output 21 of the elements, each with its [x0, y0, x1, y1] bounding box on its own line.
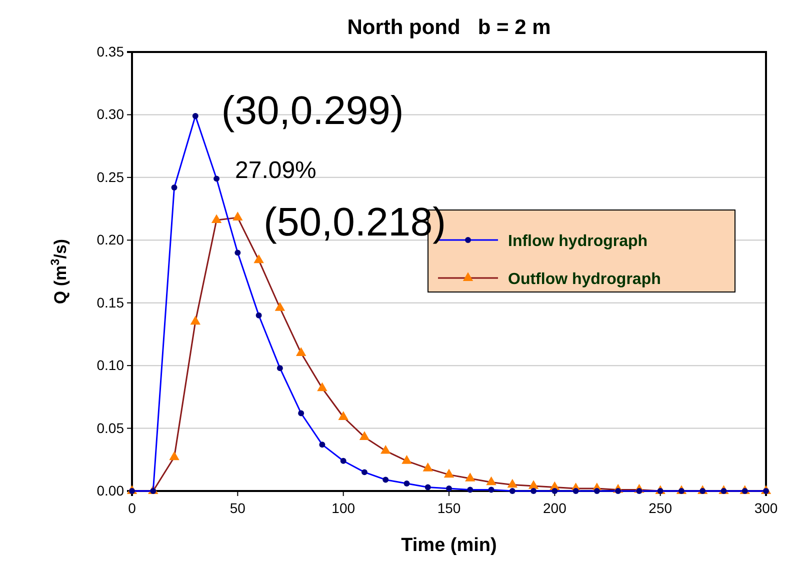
chart-title: North pond b = 2 m [347, 16, 551, 39]
y-tick-label: 0.20 [96, 232, 124, 248]
annotation: 27.09% [235, 157, 316, 184]
y-tick-label: 0.05 [96, 420, 124, 436]
annotation: (30,0.299) [221, 88, 404, 133]
y-tick-label: 0.15 [96, 294, 124, 310]
x-axis-title: Time (min) [401, 535, 497, 556]
x-tick-label: 50 [230, 500, 246, 516]
x-tick-label: 300 [754, 500, 778, 516]
y-tick-label: 0.30 [96, 106, 124, 122]
legend-label: Outflow hydrograph [508, 271, 661, 288]
x-tick-label: 150 [437, 500, 461, 516]
y-tick-label: 0.10 [96, 357, 124, 374]
legend-label: Inflow hydrograph [508, 233, 648, 250]
y-tick-label: 0.25 [96, 168, 124, 185]
y-tick-label: 0.00 [96, 482, 124, 498]
x-tick-label: 200 [542, 500, 567, 516]
y-tick-label: 0.35 [96, 43, 124, 60]
x-tick-label: 250 [648, 500, 672, 516]
x-tick-label: 100 [332, 500, 356, 516]
x-tick-label: 0 [128, 500, 136, 516]
